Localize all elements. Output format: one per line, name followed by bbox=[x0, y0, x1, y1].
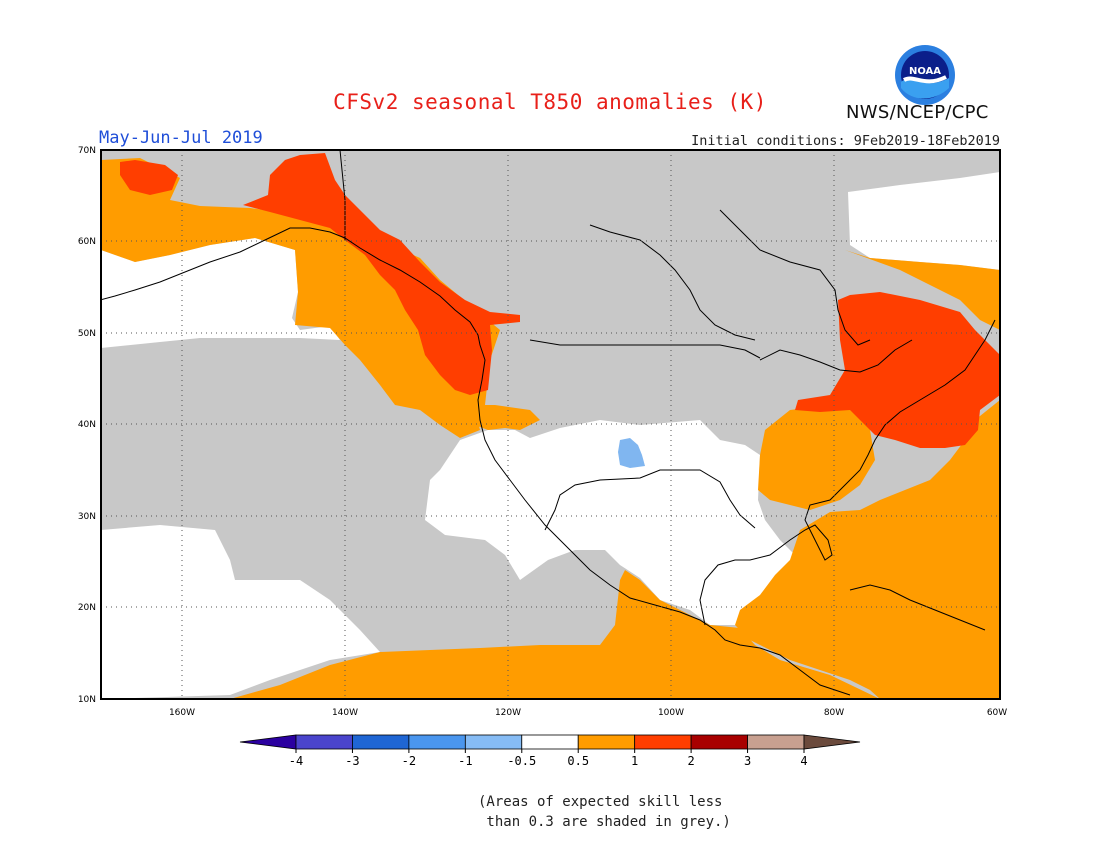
colorbar-swatch bbox=[521, 734, 579, 750]
colorbar-tick-label: -1 bbox=[458, 754, 472, 768]
orange-region-atlantic bbox=[735, 250, 1000, 699]
lat-label: 40N bbox=[78, 420, 96, 430]
colorbar-tick-label: -3 bbox=[345, 754, 359, 768]
red-region-alaska-coast bbox=[243, 153, 520, 395]
red-region-bering bbox=[120, 160, 178, 195]
colorbar-swatch bbox=[747, 734, 805, 750]
colorbar-swatch bbox=[690, 734, 748, 750]
white-region-southwest-us bbox=[425, 420, 800, 625]
orange-region-southwest-coast bbox=[470, 405, 540, 430]
initial-conditions-label: Initial conditions: 9Feb2019-18Feb2019 bbox=[691, 133, 1000, 149]
noaa-logo: NOAA bbox=[894, 44, 956, 110]
skill-note-line-1: (Areas of expected skill less bbox=[478, 794, 723, 810]
orange-region-mexico-pacific bbox=[230, 570, 880, 699]
lon-label: 140W bbox=[332, 708, 358, 718]
map-frame bbox=[100, 149, 1001, 700]
lat-label: 30N bbox=[78, 512, 96, 522]
coastlines bbox=[101, 150, 996, 696]
colorbar-tick-label: 4 bbox=[800, 754, 807, 768]
colorbar-arrow-high bbox=[803, 734, 861, 750]
colorbar-swatch bbox=[352, 734, 410, 750]
lat-label: 60N bbox=[78, 237, 96, 247]
colorbar-tick-label: 2 bbox=[687, 754, 694, 768]
anomaly-field bbox=[101, 150, 1000, 699]
map-title: CFSv2 seasonal T850 anomalies (K) bbox=[333, 90, 767, 114]
orange-region-alaska bbox=[101, 158, 500, 438]
lat-label: 10N bbox=[78, 695, 96, 705]
orange-region-eastern-us bbox=[758, 400, 875, 510]
light-blue-patch-colorado bbox=[618, 438, 645, 468]
lat-label: 70N bbox=[78, 146, 96, 156]
white-region-subtropical-pacific bbox=[101, 525, 380, 699]
colorbar-tick-label: 3 bbox=[744, 754, 751, 768]
colorbar-swatch bbox=[464, 734, 523, 750]
colorbar-swatch bbox=[634, 734, 692, 750]
white-region-north-pacific bbox=[101, 238, 340, 348]
season-label: May-Jun-Jul 2019 bbox=[99, 128, 263, 148]
colorbar-arrow-low bbox=[239, 734, 297, 750]
colorbar-tick-label: 0.5 bbox=[567, 754, 589, 768]
colorbar-tick-label: -2 bbox=[402, 754, 416, 768]
noaa-logo-text: NOAA bbox=[909, 66, 941, 77]
lat-label: 50N bbox=[78, 329, 96, 339]
lat-labels: 70N 60N 50N 40N 30N 20N 10N bbox=[78, 146, 96, 705]
colorbar-tick-label: 1 bbox=[631, 754, 638, 768]
lon-label: 100W bbox=[658, 708, 684, 718]
agency-label: NWS/NCEP/CPC bbox=[846, 102, 989, 123]
lon-label: 160W bbox=[169, 708, 195, 718]
colorbar-tick-label: -0.5 bbox=[507, 754, 536, 768]
skill-note-line-2: than 0.3 are shaded in grey.) bbox=[478, 814, 731, 830]
colorbar-swatch bbox=[408, 734, 466, 750]
colorbar-tick-label: -4 bbox=[289, 754, 303, 768]
lon-label: 120W bbox=[495, 708, 521, 718]
lon-label: 80W bbox=[824, 708, 844, 718]
lat-label: 20N bbox=[78, 603, 96, 613]
skill-note: (Areas of expected skill less than 0.3 a… bbox=[478, 792, 731, 832]
colorbar: -4 -3 -2 -1 -0.5 0.5 1 2 3 4 bbox=[239, 734, 861, 768]
lon-labels: 160W 140W 120W 100W 80W 60W bbox=[169, 708, 1007, 718]
white-region-arctic-atlantic bbox=[848, 172, 1000, 270]
lon-label: 60W bbox=[987, 708, 1007, 718]
colorbar-swatch bbox=[295, 734, 353, 750]
colorbar-swatch bbox=[577, 734, 636, 750]
